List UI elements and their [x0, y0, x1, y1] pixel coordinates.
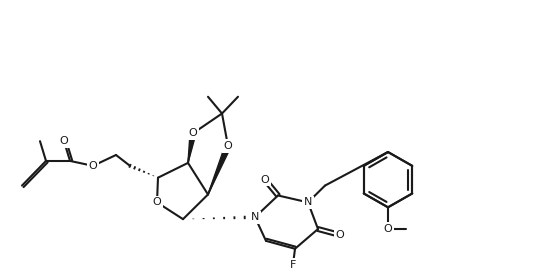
Text: O: O — [224, 141, 232, 151]
Text: O: O — [153, 197, 161, 207]
Text: O: O — [60, 136, 68, 146]
Text: O: O — [88, 161, 98, 171]
Text: O: O — [261, 175, 270, 185]
Text: O: O — [189, 128, 197, 138]
Polygon shape — [188, 133, 196, 163]
Polygon shape — [208, 145, 231, 194]
Text: N: N — [251, 212, 259, 222]
Text: O: O — [336, 230, 344, 240]
Text: O: O — [384, 224, 392, 234]
Text: N: N — [304, 197, 312, 207]
Text: F: F — [290, 259, 296, 269]
